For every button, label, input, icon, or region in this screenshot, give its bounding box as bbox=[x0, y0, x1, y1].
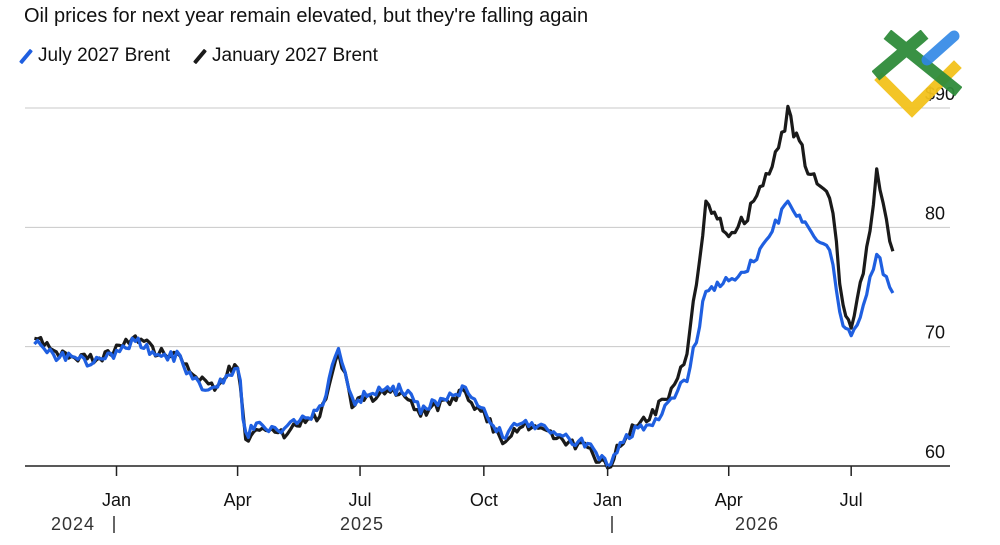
x-tick-label-0: Jan bbox=[102, 490, 131, 510]
legend-label-january-2027: January 2027 Brent bbox=[212, 45, 378, 66]
year-label-2024: 2024 bbox=[51, 514, 95, 534]
series-line-july-2027-brent bbox=[33, 199, 895, 468]
chart-title: Oil prices for next year remain elevated… bbox=[24, 5, 589, 27]
x-tick-label-6: Jul bbox=[840, 490, 863, 510]
legend: July 2027 Brent January 2027 Brent bbox=[19, 45, 378, 67]
legend-label-july-2027: July 2027 Brent bbox=[38, 45, 171, 66]
x-tick-label-5: Apr bbox=[715, 490, 743, 510]
y-tick-label-70: 70 bbox=[925, 323, 945, 343]
x-tick-label-4: Jan bbox=[593, 490, 622, 510]
x-tick-label-2: Jul bbox=[349, 490, 372, 510]
y-tick-label-60: 60 bbox=[925, 442, 945, 462]
legend-item-july-2027: July 2027 Brent bbox=[19, 45, 171, 67]
x-tick-label-3: Oct bbox=[470, 490, 498, 510]
series-line-january-2027-brent bbox=[34, 104, 895, 470]
year-label-2026: 2026 bbox=[735, 514, 779, 534]
y-tick-label-80: 80 bbox=[925, 203, 945, 223]
year-label-2025: 2025 bbox=[340, 514, 384, 534]
watermark-logo-icon bbox=[872, 30, 962, 118]
x-tick-label-1: Apr bbox=[224, 490, 252, 510]
legend-item-january-2027: January 2027 Brent bbox=[193, 45, 378, 67]
